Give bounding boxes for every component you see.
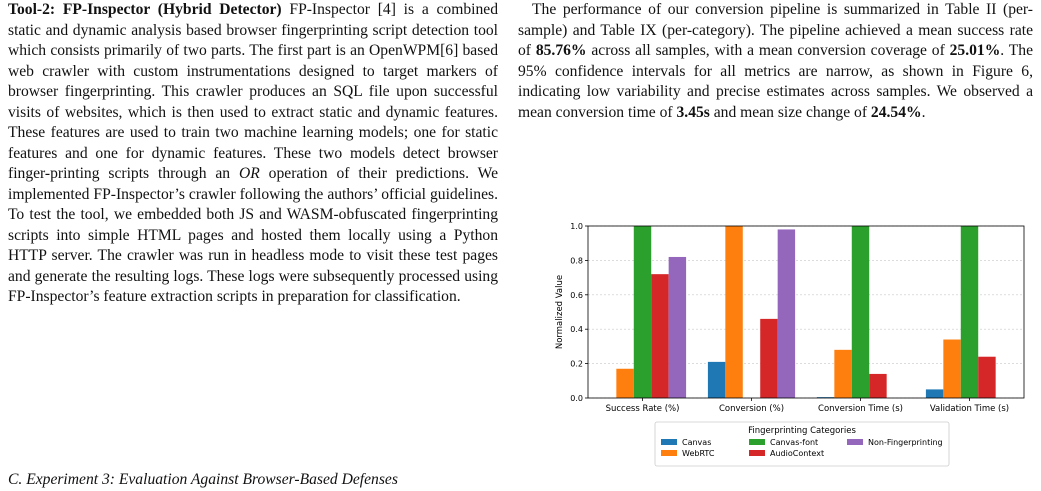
size-change-value: 24.54%: [870, 103, 922, 121]
y-tick-label: 0.4: [570, 325, 583, 334]
paragraph-text: FP-Inspector [4] is a combined static an…: [8, 1, 499, 182]
x-tick-label: Success Rate (%): [606, 404, 680, 414]
bar-canvas-font: [960, 226, 979, 398]
y-tick-label: 1.0: [570, 222, 583, 231]
bar-non-fingerprinting: [777, 229, 796, 398]
y-tick-label: 0.0: [570, 394, 583, 403]
conversion-time-value: 3.45s: [676, 103, 710, 121]
legend-swatch: [749, 450, 765, 456]
bar-canvas-font: [633, 226, 652, 398]
legend-swatch: [661, 450, 677, 456]
bar-webrtc: [725, 226, 743, 398]
bar-canvas-font: [851, 226, 870, 398]
legend-swatch: [749, 439, 765, 445]
legend-swatch: [847, 439, 863, 445]
right-column: The performance of our conversion pipeli…: [518, 0, 1033, 123]
results-text-5: .: [921, 103, 926, 121]
legend-label: Non-Fingerprinting: [868, 438, 943, 447]
bar-audiocontext: [651, 274, 669, 398]
y-tick-label: 0.2: [570, 360, 583, 369]
x-tick-label: Conversion (%): [719, 404, 784, 414]
subsection-heading: C. Experiment 3: Evaluation Against Brow…: [8, 471, 398, 488]
bar-chart: 0.0 0.2 0.4 0.6 0.8 1.0 Success Rate (%) Conver…: [555, 222, 1025, 467]
x-tick-label: Conversion Time (s): [818, 404, 903, 414]
results-text-3: . The 95% confidence intervals for all m…: [518, 42, 1033, 121]
results-text-4: and mean size change of: [709, 103, 871, 121]
bar-audiocontext: [760, 318, 778, 398]
legend-label: WebRTC: [682, 449, 715, 458]
y-tick-label: 0.8: [570, 256, 583, 265]
x-tick-label: Validation Time (s): [930, 404, 1009, 414]
coverage-value: 25.01%: [949, 42, 1001, 59]
left-column: Tool-2: FP-Inspector (Hybrid Detector) F…: [8, 0, 498, 308]
results-text-2: across all samples, with a mean conversi…: [586, 42, 950, 59]
paragraph-text-2: operation of their predictions. We imple…: [8, 165, 498, 305]
tool-heading: Tool-2: FP-Inspector (Hybrid Detector): [8, 1, 282, 18]
bar-canvas: [925, 389, 944, 398]
bar-chart-figure: 0.0 0.2 0.4 0.6 0.8 1.0 Success Rate (%) Conver…: [550, 218, 1030, 473]
plot-frame: [587, 225, 1025, 399]
bar-canvas: [707, 361, 726, 398]
legend-label: AudioContext: [770, 449, 824, 458]
tool-2-paragraph: Tool-2: FP-Inspector (Hybrid Detector) F…: [8, 0, 498, 308]
legend-label: Canvas-font: [770, 438, 818, 447]
or-emphasis: OR: [239, 165, 260, 182]
bar-canvas: [816, 397, 835, 398]
results-paragraph: The performance of our conversion pipeli…: [518, 0, 1033, 123]
bar-audiocontext: [869, 373, 887, 398]
bar-webrtc: [834, 349, 852, 398]
bar-audiocontext: [978, 356, 996, 398]
legend-title: Fingerprinting Categories: [748, 426, 856, 436]
success-rate-value: 85.76%: [535, 42, 587, 59]
y-axis-label: Normalized Value: [555, 275, 565, 349]
bar-webrtc: [943, 339, 961, 398]
y-tick-label: 0.6: [570, 291, 583, 300]
legend-swatch: [661, 439, 677, 445]
bar-webrtc: [616, 368, 634, 398]
results-text-1: The performance of our conversion pipeli…: [518, 1, 1033, 59]
legend-label: Canvas: [682, 438, 711, 447]
bar-non-fingerprinting: [668, 256, 687, 398]
legend-box: [654, 421, 950, 467]
